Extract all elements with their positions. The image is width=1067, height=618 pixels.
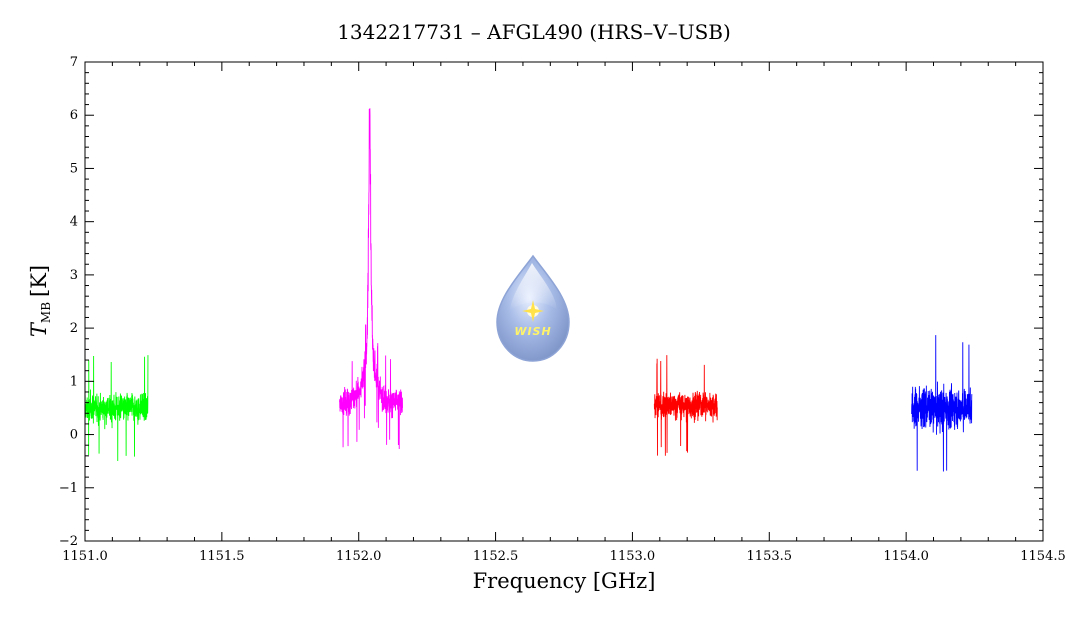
series-layer <box>84 108 973 472</box>
ticks-layer <box>84 61 1044 542</box>
x-tick-label: 1151.0 <box>62 549 108 564</box>
plot-frame <box>84 61 1044 542</box>
y-tick-labels: −2 −1 0 1 2 3 4 5 6 7 <box>59 55 78 549</box>
y-tick-label: 7 <box>70 55 78 70</box>
spectrum-series-4 <box>911 335 973 472</box>
y-tick-label: 2 <box>70 321 78 336</box>
y-tick-label: 6 <box>70 108 78 123</box>
spectrum-series-2 <box>339 108 403 450</box>
spectrum-series-1 <box>84 355 149 461</box>
x-tick-label: 1154.5 <box>1020 549 1066 564</box>
wish-logo: WISH <box>496 254 570 362</box>
spectrum-series-3 <box>653 355 718 456</box>
x-tick-label: 1153.5 <box>747 549 793 564</box>
x-tick-labels: 1151.0 1151.5 1152.0 1152.5 1153.0 1153.5 1154… <box>62 549 1066 564</box>
y-tick-label: 5 <box>70 161 78 176</box>
chart-title: 1342217731 – AFGL490 (HRS–V–USB) <box>337 20 731 44</box>
x-tick-label: 1152.0 <box>336 549 382 564</box>
x-tick-label: 1153.0 <box>610 549 656 564</box>
y-axis-unit: [K] <box>27 265 51 297</box>
y-tick-label: −2 <box>59 534 78 549</box>
y-tick-label: −1 <box>59 481 78 496</box>
star-icon <box>522 300 544 322</box>
x-tick-label: 1152.5 <box>473 549 519 564</box>
y-axis-subscript: MB <box>39 302 53 323</box>
y-tick-label: 0 <box>70 428 78 443</box>
y-axis-symbol: T <box>27 321 51 337</box>
wish-logo-text: WISH <box>514 325 551 338</box>
y-axis-label: TMB [K] <box>27 265 53 337</box>
x-tick-label: 1154.0 <box>883 549 929 564</box>
svg-text:TMB[K]: TMB [K] <box>27 265 53 337</box>
y-tick-label: 3 <box>70 268 78 283</box>
x-axis-label: Frequency [GHz] <box>473 569 656 593</box>
y-tick-label: 1 <box>70 374 78 389</box>
x-tick-label: 1151.5 <box>199 549 245 564</box>
y-tick-label: 4 <box>70 215 78 230</box>
